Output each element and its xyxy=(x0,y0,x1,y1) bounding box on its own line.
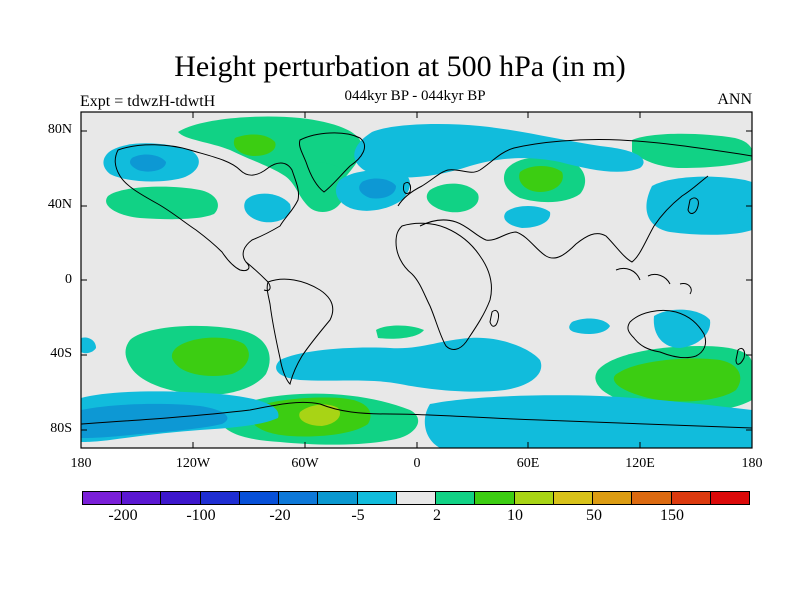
experiment-label: Expt = tdwzH-tdwtH xyxy=(80,93,216,110)
x-tick-label: 120E xyxy=(625,456,655,471)
x-tick-label: 60W xyxy=(291,456,319,471)
tick-marks xyxy=(80,112,753,448)
south-america-coast xyxy=(266,278,334,385)
eurasia-south-coast xyxy=(419,175,709,263)
colorbar-segment xyxy=(279,492,319,504)
season-label: ANN xyxy=(717,91,752,108)
colorbar-segment xyxy=(357,492,397,504)
x-tick-label: 120W xyxy=(175,456,211,471)
colorbar-label: -200 xyxy=(108,507,138,524)
colorbar-segment xyxy=(122,492,162,504)
y-tick-label: 80S xyxy=(50,421,72,436)
colorbar-segment xyxy=(436,492,476,504)
colorbar-segment xyxy=(161,492,201,504)
y-tick-label: 40S xyxy=(50,346,72,361)
strong-positive-regions xyxy=(171,134,741,437)
x-tick-label: 180 xyxy=(70,456,92,471)
y-tick-label: 40N xyxy=(47,197,72,212)
x-tick-label: 180 xyxy=(741,456,763,471)
colorbar-segment xyxy=(632,492,672,504)
colorbar xyxy=(82,491,750,505)
colorbar-segment xyxy=(514,492,554,504)
colorbar-label: -100 xyxy=(186,507,216,524)
colorbar-segment xyxy=(553,492,594,504)
strongest-positive-regions xyxy=(299,404,341,426)
colorbar-segment xyxy=(710,492,749,504)
africa-coast xyxy=(395,222,493,350)
colorbar-segment xyxy=(475,492,515,504)
colorbar-segment xyxy=(318,492,358,504)
colorbar-label: -5 xyxy=(351,507,365,524)
north-america-coast xyxy=(114,144,299,271)
colorbar-segment xyxy=(671,492,711,504)
australia-coast xyxy=(627,309,707,359)
chart-title: Height perturbation at 500 hPa (in m) xyxy=(174,50,626,83)
y-tick-label: 80N xyxy=(47,122,72,137)
madagascar-coast xyxy=(489,309,499,327)
contour-fields xyxy=(81,116,752,448)
negative-anomaly-regions xyxy=(81,124,752,448)
colorbar-segment xyxy=(239,492,280,504)
colorbar-label: 150 xyxy=(660,507,684,524)
colorbar-segment xyxy=(83,492,123,504)
japan-coast xyxy=(687,197,699,214)
colorbar-label: 2 xyxy=(433,507,441,524)
colorbar-label: 50 xyxy=(586,507,602,524)
colorbar-segment xyxy=(593,492,633,504)
y-tick-label: 0 xyxy=(65,272,72,287)
colorbar-label: -20 xyxy=(269,507,291,524)
x-tick-label: 0 xyxy=(413,456,421,471)
eurasia-coast xyxy=(397,138,752,207)
colorbar-segment xyxy=(396,492,437,504)
chart-subtitle: 044kyr BP - 044kyr BP xyxy=(344,88,486,104)
new-zealand-coast xyxy=(735,347,745,365)
greenland-coast xyxy=(299,132,365,193)
uk-coast xyxy=(403,181,411,195)
coastlines xyxy=(81,132,752,429)
colorbar-label: 10 xyxy=(507,507,523,524)
moderate-negative-regions xyxy=(81,154,396,438)
antarctica-coast xyxy=(81,401,752,429)
maritime-continent-coast xyxy=(615,267,692,295)
colorbar-segment xyxy=(200,492,240,504)
x-tick-label: 60E xyxy=(516,456,540,471)
